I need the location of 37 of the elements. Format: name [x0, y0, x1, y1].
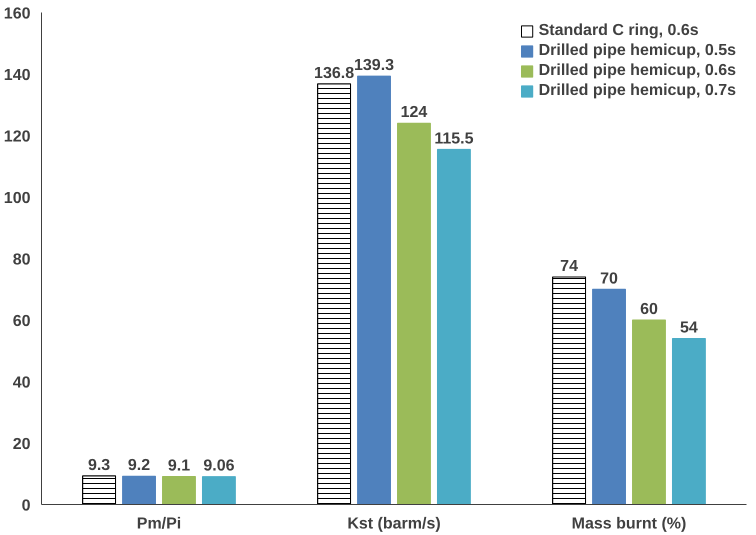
- y-tick-label: 60: [12, 313, 31, 330]
- data-label: 9.3: [88, 456, 110, 474]
- data-label: 9.2: [128, 457, 150, 474]
- legend-label: Drilled pipe hemicup, 0.5s: [538, 42, 736, 60]
- y-tick-label: 100: [4, 190, 31, 207]
- legend-label: Drilled pipe hemicup, 0.6s: [538, 62, 736, 80]
- y-tick-label: 40: [12, 374, 31, 392]
- bar: [436, 148, 471, 504]
- data-label: 9.1: [168, 458, 190, 475]
- bar: [162, 476, 196, 504]
- y-tick-label: 20: [12, 436, 31, 453]
- x-tick-label: Pm/Pi: [136, 516, 182, 532]
- legend-label: Drilled pipe hemicup, 0.7s: [538, 82, 736, 100]
- bar: [672, 338, 706, 504]
- data-label: 115.5: [434, 130, 474, 148]
- data-label: 136.8: [314, 64, 354, 82]
- x-tick-label: Kst (barm/s): [347, 516, 441, 532]
- y-tick-label: 120: [4, 128, 31, 146]
- bar: [202, 476, 236, 504]
- y-tick-label: 160: [4, 6, 31, 22]
- bar: [122, 476, 156, 504]
- data-label: 60: [640, 301, 658, 318]
- y-tick-label: 140: [4, 67, 31, 84]
- data-label: 139.3: [354, 57, 394, 74]
- bar: [397, 122, 431, 504]
- data-label: 124: [400, 104, 428, 122]
- data-label: 54: [680, 319, 698, 336]
- data-label: 9.06: [203, 458, 235, 475]
- data-label: 70: [600, 270, 618, 288]
- bar: [357, 76, 391, 504]
- y-tick-label: 0: [22, 498, 31, 514]
- x-tick-label: Mass burnt (%): [572, 516, 686, 532]
- y-tick-label: 80: [12, 252, 31, 268]
- data-label: 74: [560, 258, 578, 275]
- bar: [592, 288, 626, 504]
- bar: [632, 320, 666, 504]
- legend-label: Standard C ring, 0.6s: [538, 22, 699, 40]
